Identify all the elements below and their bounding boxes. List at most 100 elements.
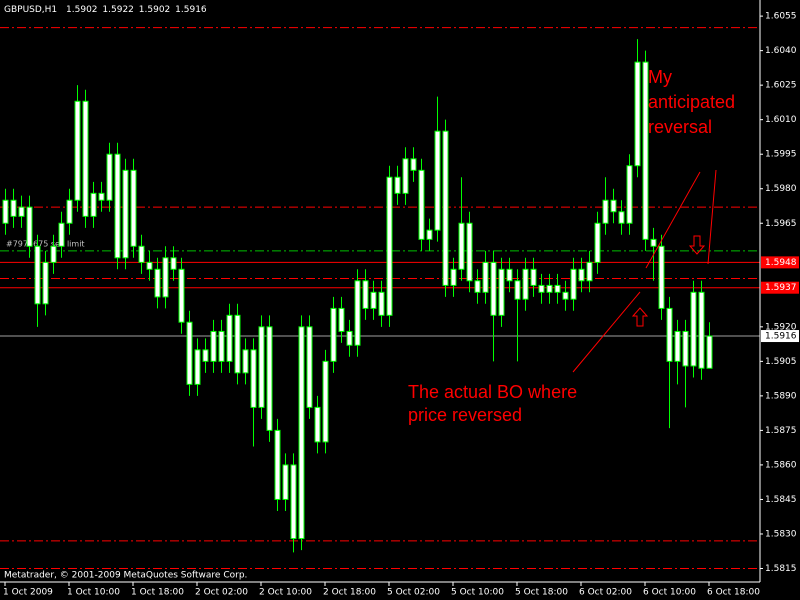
level-label: 1.5937 <box>765 283 797 293</box>
candle-body <box>490 261 497 316</box>
candle-body <box>434 130 441 231</box>
candle-body <box>578 268 585 282</box>
annotations: My anticipated reversal The actual BO where… <box>408 67 735 425</box>
candle-body <box>386 176 393 316</box>
candle-body <box>154 268 161 298</box>
candle-body <box>18 206 25 217</box>
last-low: 1.5902 <box>139 5 171 15</box>
candle-body <box>322 360 329 443</box>
level-label-bg <box>761 281 799 294</box>
candle-body <box>474 280 481 293</box>
candle-body <box>546 284 553 293</box>
y-tick-label: 1.5830 <box>765 529 797 539</box>
candle-body <box>530 268 537 286</box>
x-tick-label: 1 Oct 10:00 <box>67 588 120 598</box>
y-tick-label: 1.5875 <box>765 426 797 436</box>
candle-body <box>226 314 233 362</box>
up-arrow <box>631 307 649 327</box>
candle-body <box>498 268 505 316</box>
candle-body <box>354 280 361 346</box>
candle-body <box>370 291 377 309</box>
candle-body <box>26 206 33 247</box>
candle-body <box>394 176 401 194</box>
pointer-line <box>645 171 701 269</box>
candle-body <box>482 261 489 293</box>
y-tick-label: 1.6040 <box>765 46 797 56</box>
candle-body <box>626 165 633 224</box>
last-close: 1.5916 <box>175 5 207 15</box>
candle-body <box>178 268 185 323</box>
x-tick-label: 5 Oct 10:00 <box>451 588 504 598</box>
candle-body <box>442 130 449 286</box>
candle-body <box>66 199 73 224</box>
candle-body <box>418 169 425 240</box>
y-tick-label: 1.5965 <box>765 219 797 229</box>
candle-body <box>338 307 345 332</box>
candle-body <box>98 192 105 201</box>
axes: 1.6055 1.6040 1.6025 1.6010 1.5995 1.5980 1.59… <box>3 12 799 598</box>
candle-body <box>10 199 17 217</box>
candle-body <box>610 199 617 213</box>
candle-body <box>146 261 153 270</box>
candle-body <box>562 291 569 300</box>
copyright: Metatrader, © 2001-2009 MetaQuotes Softw… <box>4 571 247 581</box>
candle-body <box>218 330 225 362</box>
candle-body <box>58 222 65 247</box>
candle-body <box>570 268 577 300</box>
x-tick-label: 5 Oct 18:00 <box>515 588 568 598</box>
candle-body <box>650 238 657 247</box>
y-tick-label: 1.5845 <box>765 495 797 505</box>
candle-body <box>674 330 681 362</box>
y-tick-label: 1.5860 <box>765 460 797 470</box>
level-label-bg <box>761 330 799 343</box>
candle-body <box>290 464 297 540</box>
candle-body <box>506 268 513 282</box>
annotation-text: price reversed <box>408 405 522 425</box>
x-tick-label: 6 Oct 18:00 <box>707 588 760 598</box>
x-tick-label: 6 Oct 10:00 <box>643 588 696 598</box>
annotation-text: My <box>648 67 672 87</box>
candle-body <box>50 245 57 263</box>
candle-body <box>282 464 289 500</box>
candle-body <box>642 61 649 240</box>
level-label: 1.5948 <box>765 258 797 268</box>
annotation-text: reversal <box>648 117 712 137</box>
candle-body <box>82 100 89 217</box>
candles <box>2 39 713 553</box>
y-tick-label: 1.5815 <box>765 564 797 574</box>
symbol: GBPUSD,H1 <box>4 5 57 15</box>
level-text: #7976675 sell limit <box>6 239 85 248</box>
candle-body <box>330 307 337 362</box>
pointer-line <box>572 291 641 373</box>
candle-body <box>690 291 697 367</box>
y-tick-label: 1.5980 <box>765 184 797 194</box>
annotation-text: The actual BO where <box>408 382 577 402</box>
candle-body <box>402 158 409 194</box>
candle-body <box>410 158 417 171</box>
candle-body <box>74 100 81 201</box>
candle-body <box>298 326 305 540</box>
y-tick-label: 1.5905 <box>765 357 797 367</box>
last-open: 1.5902 <box>66 5 98 15</box>
candle-body <box>170 257 177 270</box>
x-tick-label: 2 Oct 10:00 <box>259 588 312 598</box>
candle-body <box>202 349 209 362</box>
x-tick-label: 1 Oct 18:00 <box>131 588 184 598</box>
candle-body <box>210 330 217 362</box>
candle-body <box>378 291 385 316</box>
candle-body <box>458 222 465 270</box>
candle-body <box>162 257 169 298</box>
candle-body <box>106 153 113 201</box>
candle-body <box>274 429 281 500</box>
y-tick-label: 1.5995 <box>765 150 797 160</box>
x-tick-label: 6 Oct 02:00 <box>579 588 632 598</box>
annotation-arrows <box>572 169 717 373</box>
candle-body <box>594 222 601 263</box>
candle-body <box>538 284 545 293</box>
candle-body <box>306 326 313 408</box>
candle-body <box>682 330 689 367</box>
candle-body <box>466 222 473 282</box>
last-high: 1.5922 <box>102 5 134 15</box>
